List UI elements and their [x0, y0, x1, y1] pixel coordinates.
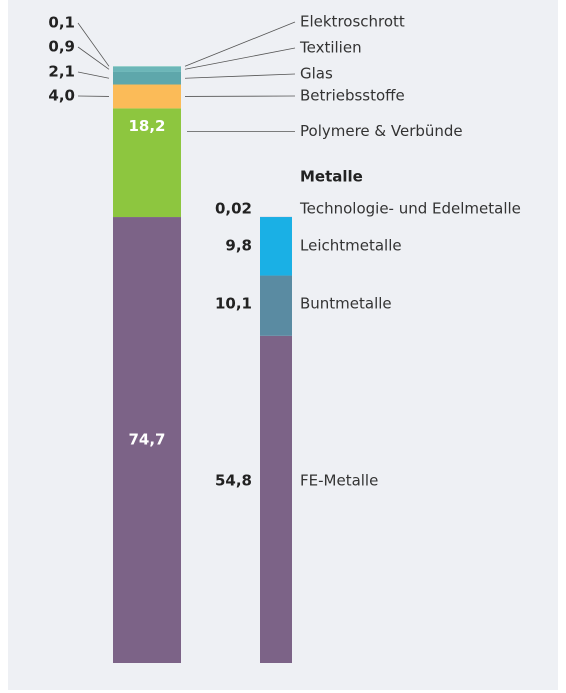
value-label: 10,1	[215, 295, 252, 313]
value-label: 54,8	[215, 472, 252, 490]
bar-segment	[113, 84, 181, 109]
leader-line	[184, 47, 296, 70]
category-label: Elektroschrott	[300, 13, 405, 31]
bar-segment	[260, 217, 292, 276]
value-label: 9,8	[225, 237, 252, 255]
bar-segment	[260, 335, 292, 663]
value-label: 0,1	[48, 14, 75, 32]
category-label: FE-Metalle	[300, 472, 378, 490]
leader-line	[184, 73, 296, 79]
value-label: 0,02	[215, 200, 252, 218]
bar-segment	[113, 217, 181, 663]
value-label: 0,9	[48, 38, 75, 56]
bar-segment	[113, 71, 181, 85]
category-label: Polymere & Verbünde	[300, 122, 463, 140]
category-label: Textilien	[299, 39, 362, 57]
category-label: Leichtmetalle	[300, 237, 402, 255]
bar-segment	[113, 66, 181, 72]
category-label: Buntmetalle	[300, 295, 392, 313]
leader-line	[77, 22, 110, 67]
leader-line	[184, 21, 296, 67]
bar-segment	[113, 108, 181, 218]
bar-segment	[260, 275, 292, 336]
value-label: 18,2	[128, 117, 165, 135]
category-label: Technologie- und Edelmetalle	[299, 200, 521, 218]
value-label: 4,0	[48, 87, 75, 105]
group-heading: Metalle	[300, 168, 363, 186]
category-label: Glas	[300, 65, 333, 83]
category-label: Betriebsstoffe	[300, 87, 405, 105]
value-label: 2,1	[48, 63, 75, 81]
bar-segment	[113, 66, 181, 67]
leader-line	[77, 71, 110, 79]
leader-line	[77, 46, 110, 70]
value-label: 74,7	[128, 431, 165, 449]
